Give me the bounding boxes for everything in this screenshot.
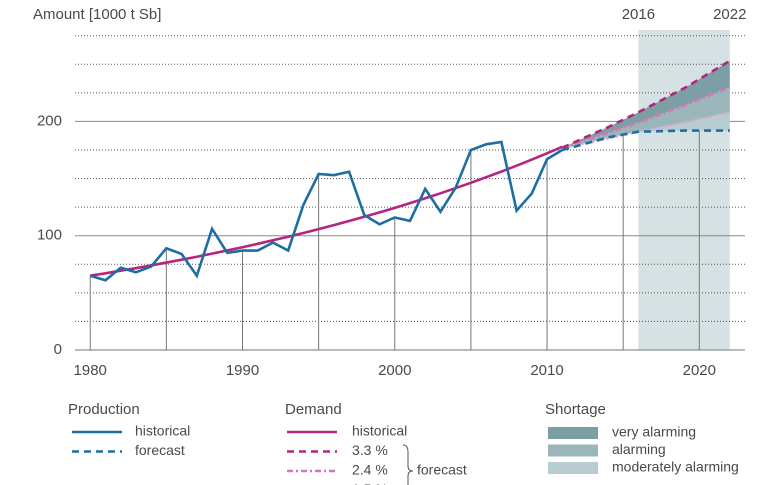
x-tick-label: 2010 [530, 362, 563, 379]
legend-swatch [548, 462, 598, 474]
legend-label: moderately alarming [612, 459, 739, 475]
series-line [561, 85, 731, 149]
series-line [89, 140, 563, 282]
y-tick-label: 0 [54, 341, 62, 358]
brace [402, 444, 414, 485]
x-tick-label: 1980 [74, 362, 107, 379]
series-line [90, 145, 563, 277]
x-tick-label: 1990 [226, 362, 259, 379]
band-label: 2016 [622, 6, 655, 23]
legend-label: forecast [135, 442, 185, 458]
legend-label: historical [135, 423, 190, 439]
legend-label: 2.4 % [352, 462, 388, 478]
y-tick-label: 200 [37, 112, 62, 129]
series-line [562, 111, 731, 149]
legend-swatch [548, 444, 598, 457]
series-line [561, 129, 730, 152]
legend-label: alarming [612, 441, 666, 457]
legend-title: Shortage [545, 401, 606, 418]
shortage-area [562, 87, 730, 148]
x-tick-label: 2000 [378, 362, 411, 379]
y-axis-label: Amount [1000 t Sb] [33, 6, 161, 23]
x-tick-label: 2020 [683, 362, 716, 379]
legend-title: Demand [285, 401, 342, 418]
legend-label: forecast [417, 462, 467, 478]
legend-title: Production [68, 401, 140, 418]
legend-swatch [548, 427, 598, 439]
y-tick-label: 100 [37, 227, 62, 244]
legend-label: historical [352, 423, 407, 439]
band-label: 2022 [713, 6, 746, 23]
legend-label: 1.5 % [352, 481, 388, 485]
legend-label: 3.3 % [352, 442, 388, 458]
legend-label: very alarming [612, 424, 696, 440]
